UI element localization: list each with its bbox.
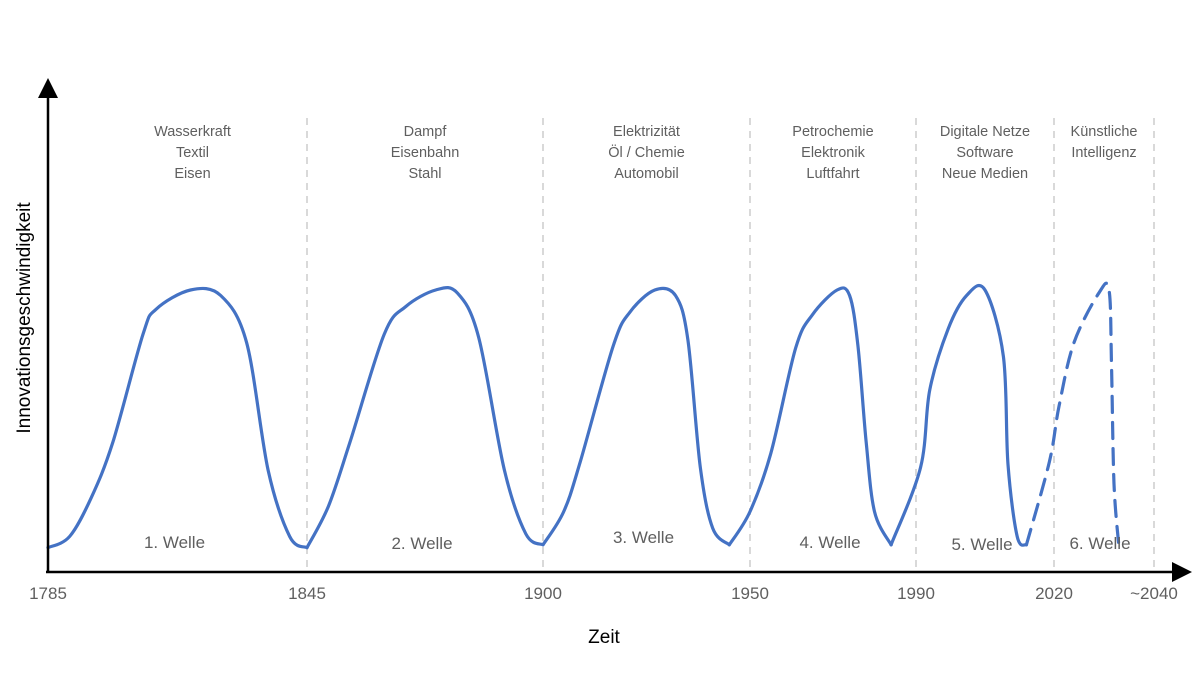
era-technology-label: Automobil bbox=[614, 166, 678, 182]
wave-label: 3. Welle bbox=[613, 528, 674, 547]
era-technology-label: Elektrizität bbox=[613, 124, 680, 140]
wave-curve bbox=[46, 286, 309, 550]
era-technology-label: Elektronik bbox=[801, 145, 865, 161]
era-technology-label: Digitale Netze bbox=[940, 124, 1030, 140]
wave-curve bbox=[305, 285, 545, 550]
wave-label: 5. Welle bbox=[951, 535, 1012, 554]
era-technology-label: Öl / Chemie bbox=[608, 143, 685, 161]
era-technology-label: Intelligenz bbox=[1071, 145, 1136, 161]
wave-curve bbox=[541, 286, 731, 547]
era-boundaries bbox=[306, 118, 1155, 568]
era-technology-label: Software bbox=[956, 145, 1013, 161]
x-tick-labels: 1785 1845 1900 1950 1990 2020 ~2040 bbox=[29, 584, 1178, 603]
y-axis-title: Innovationsgeschwindigkeit bbox=[14, 202, 35, 434]
wave-curves bbox=[46, 281, 1121, 550]
x-tick-label: 1845 bbox=[288, 584, 326, 603]
wave-curve bbox=[727, 286, 893, 547]
era-technology-label: Stahl bbox=[408, 166, 441, 182]
era-technology-label: Eisenbahn bbox=[391, 145, 460, 161]
x-tick-label: 1990 bbox=[897, 584, 935, 603]
era-technology-label: Künstliche bbox=[1071, 124, 1138, 140]
era-technology-label: Eisen bbox=[174, 166, 210, 182]
x-tick-label: 1785 bbox=[29, 584, 67, 603]
era-technology-label: Neue Medien bbox=[942, 166, 1028, 182]
wave-label: 1. Welle bbox=[144, 533, 205, 552]
x-tick-label: ~2040 bbox=[1130, 584, 1178, 603]
era-technology-label: Wasserkraft bbox=[154, 124, 231, 140]
era-technology-label: Petrochemie bbox=[792, 124, 873, 140]
wave-curve bbox=[1024, 281, 1121, 550]
wave-label: 4. Welle bbox=[799, 533, 860, 552]
era-technology-label: Textil bbox=[176, 145, 209, 161]
wave-label: 2. Welle bbox=[391, 534, 452, 553]
x-axis-title: Zeit bbox=[588, 627, 620, 648]
x-tick-label: 1900 bbox=[524, 584, 562, 603]
era-technology-label: Luftfahrt bbox=[806, 166, 859, 182]
wave-label: 6. Welle bbox=[1069, 534, 1130, 553]
x-tick-label: 2020 bbox=[1035, 584, 1073, 603]
wave-curve bbox=[889, 283, 1028, 547]
era-technology-label: Dampf bbox=[404, 124, 448, 140]
wave-labels: 1. Welle 2. Welle 3. Welle 4. Welle 5. Welle… bbox=[144, 528, 1131, 554]
x-tick-label: 1950 bbox=[731, 584, 769, 603]
era-labels: Wasserkraft Textil Eisen Dampf Eisenbahn Stah… bbox=[154, 124, 1137, 182]
